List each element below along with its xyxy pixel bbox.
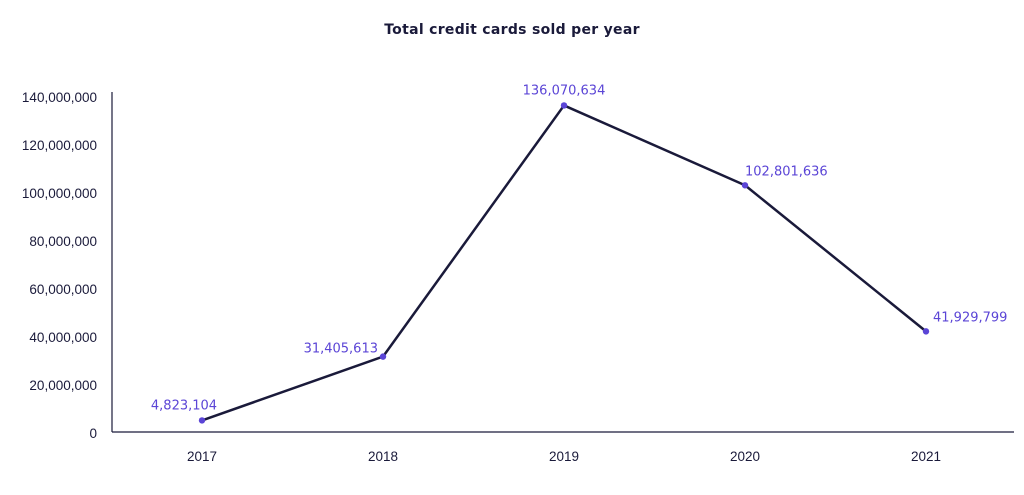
y-tick-label: 100,000,000 bbox=[22, 186, 97, 201]
data-label: 31,405,613 bbox=[304, 342, 378, 357]
axes bbox=[111, 92, 1014, 433]
chart-title: Total credit cards sold per year bbox=[384, 22, 640, 38]
data-point bbox=[560, 102, 568, 109]
data-label: 41,929,799 bbox=[933, 310, 1007, 325]
y-tick-label: 120,000,000 bbox=[22, 138, 97, 153]
data-point bbox=[198, 417, 206, 424]
x-tick-label: 2017 bbox=[187, 449, 217, 464]
data-labels: 4,823,104 31,405,613 136,070,634 102,801,63… bbox=[151, 83, 1008, 413]
series bbox=[198, 102, 930, 424]
data-point bbox=[922, 328, 930, 335]
data-label: 4,823,104 bbox=[151, 398, 217, 413]
y-tick-label: 20,000,000 bbox=[29, 378, 97, 393]
y-tick-label: 140,000,000 bbox=[22, 90, 97, 105]
x-axis-ticks: 2017 2018 2019 2020 2021 bbox=[187, 449, 941, 464]
y-tick-label: 0 bbox=[89, 426, 97, 441]
data-label: 102,801,636 bbox=[745, 164, 828, 179]
data-point bbox=[379, 353, 387, 360]
y-tick-label: 60,000,000 bbox=[29, 282, 97, 297]
y-axis-ticks: 0 20,000,000 40,000,000 60,000,000 80,000,00… bbox=[22, 90, 97, 441]
y-tick-label: 40,000,000 bbox=[29, 330, 97, 345]
x-tick-label: 2021 bbox=[911, 449, 941, 464]
y-tick-label: 80,000,000 bbox=[29, 234, 97, 249]
data-point bbox=[741, 182, 749, 189]
series-line bbox=[201, 104, 927, 422]
x-tick-label: 2018 bbox=[368, 449, 398, 464]
x-tick-label: 2020 bbox=[730, 449, 760, 464]
x-tick-label: 2019 bbox=[549, 449, 579, 464]
data-label: 136,070,634 bbox=[523, 83, 606, 98]
